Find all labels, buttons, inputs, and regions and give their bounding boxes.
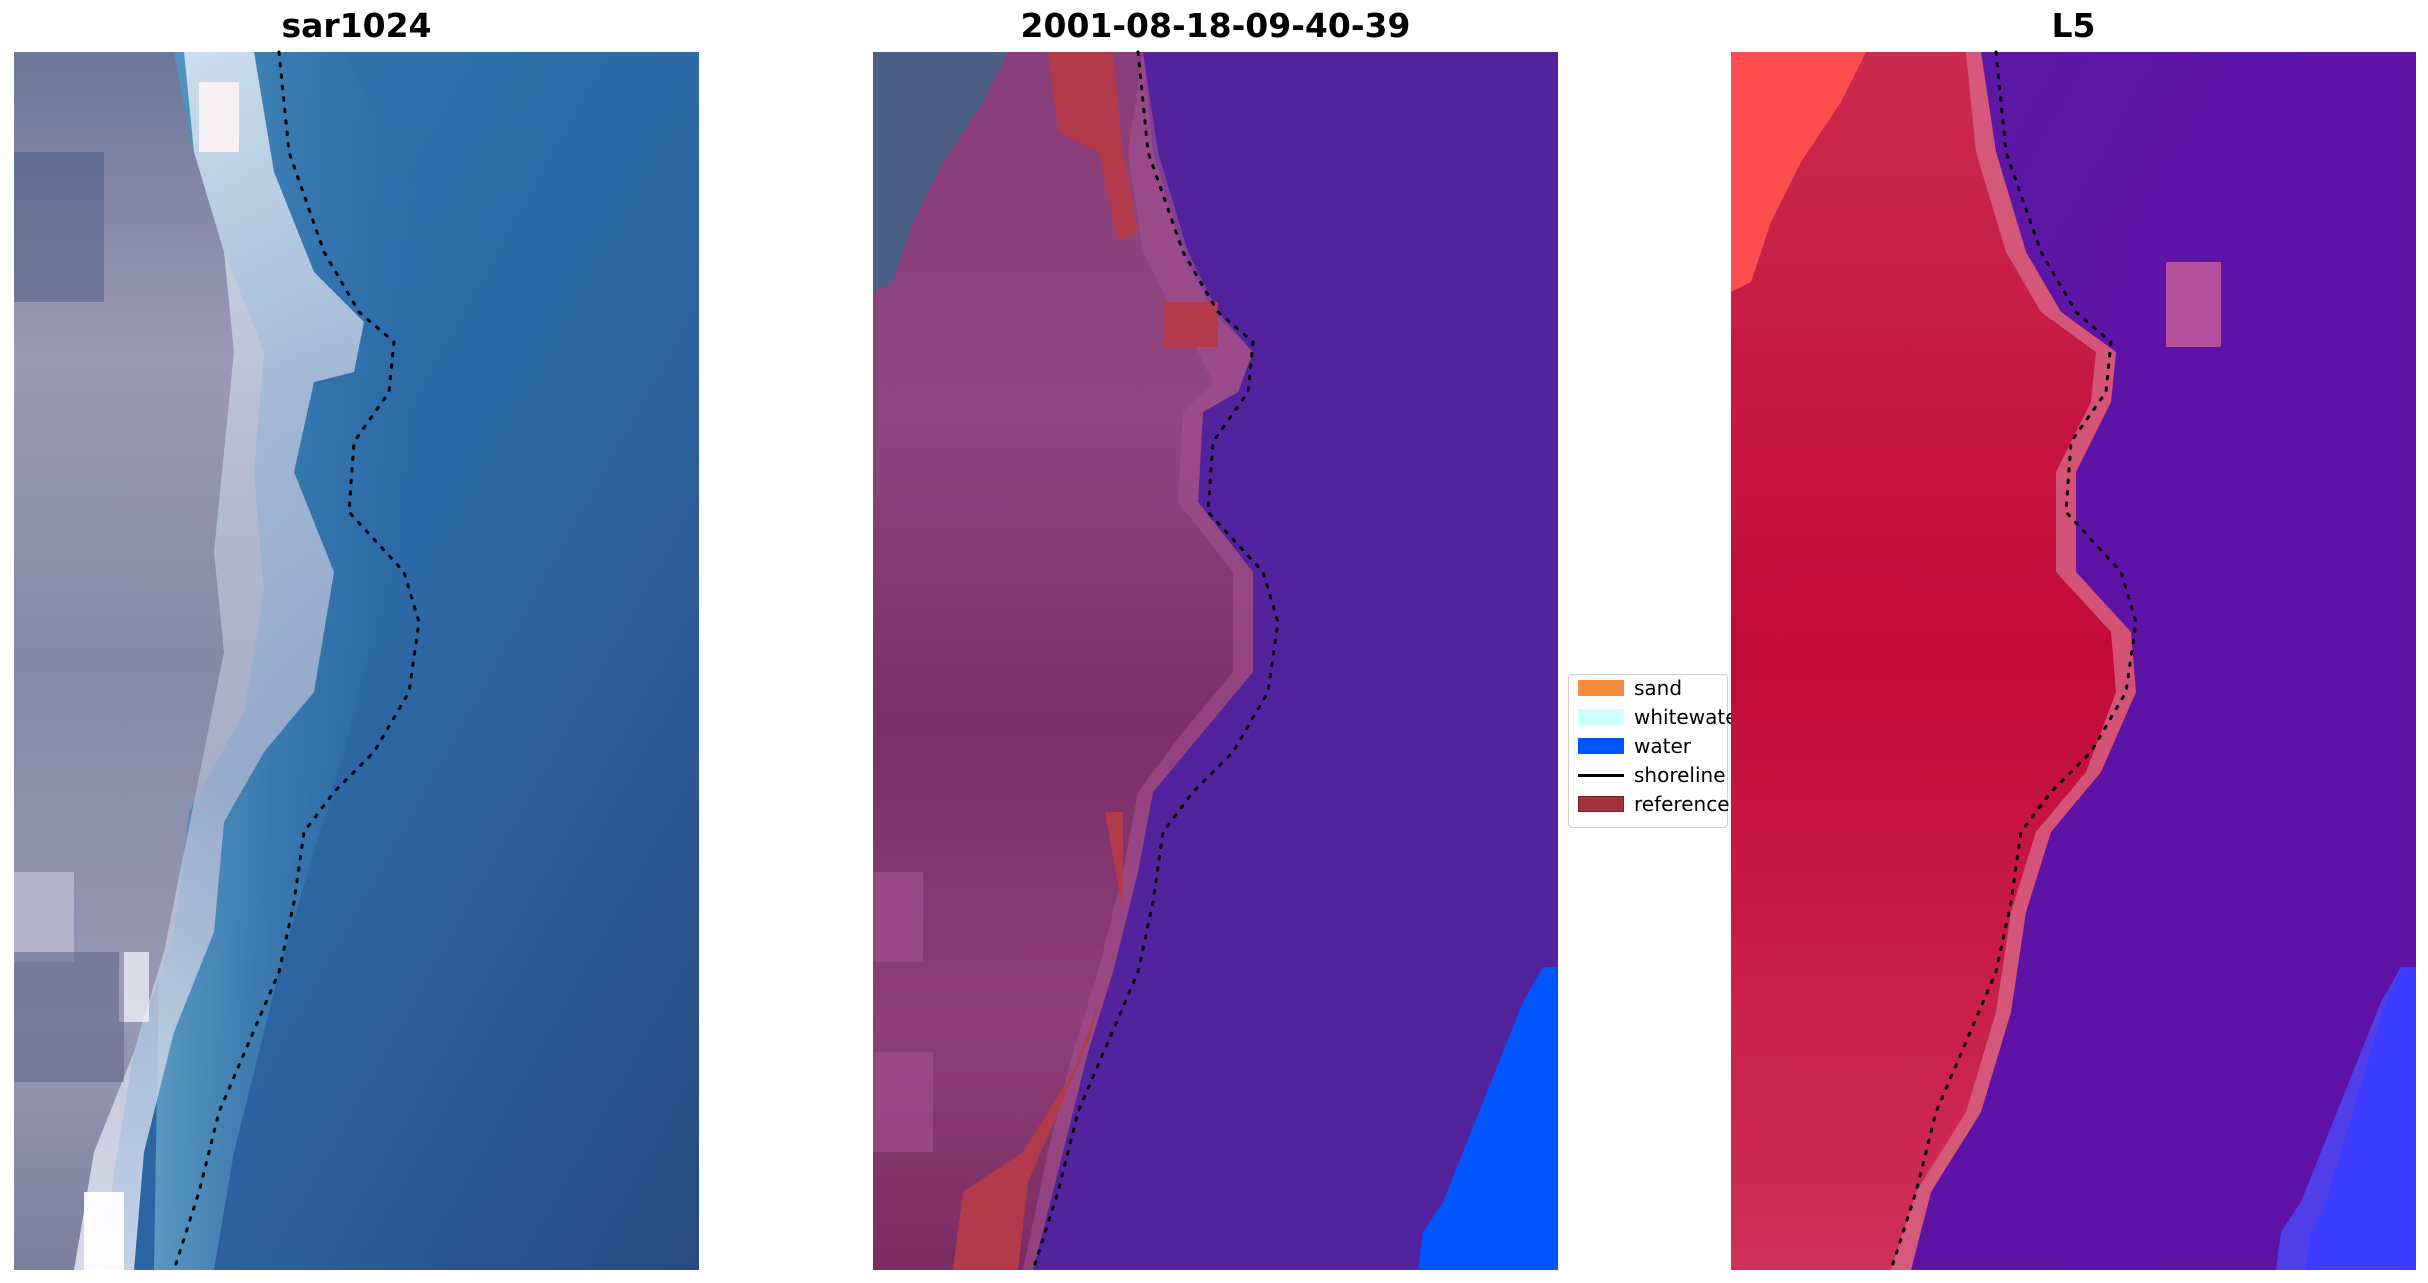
- legend-label-reference: reference: [1634, 792, 1730, 816]
- legend-label-water: water: [1634, 734, 1691, 758]
- panel-title-date: 2001-08-18-09-40-39: [1020, 6, 1411, 45]
- legend-item-shoreline: shoreline: [1569, 762, 1729, 788]
- legend-item-water: water: [1569, 733, 1729, 759]
- legend-line-shoreline: [1578, 774, 1624, 777]
- l5-image: [1731, 52, 2416, 1270]
- rgb-image-panel: [14, 52, 699, 1270]
- legend-label-shoreline: shoreline: [1634, 763, 1726, 787]
- rgb-image: [14, 52, 699, 1270]
- legend-item-whitewater: whitewater: [1569, 704, 1746, 730]
- panel-title-sar1024: sar1024: [281, 6, 432, 45]
- legend-item-reference: reference: [1569, 791, 1730, 817]
- legend-swatch-sand: [1578, 680, 1624, 696]
- legend-label-sand: sand: [1634, 676, 1683, 700]
- panel-title-l5: L5: [2051, 6, 2096, 45]
- legend-label-whitewater: whitewater: [1634, 705, 1746, 729]
- legend-item-sand: sand: [1569, 675, 1729, 701]
- l5-image-panel: [1731, 52, 2416, 1270]
- classified-image-panel: [873, 52, 1558, 1270]
- legend: sand whitewater water shoreline referenc…: [1568, 674, 1746, 828]
- legend-swatch-reference: [1578, 796, 1624, 812]
- legend-swatch-water: [1578, 738, 1624, 754]
- legend-swatch-whitewater: [1578, 709, 1624, 725]
- classified-image: [873, 52, 1558, 1270]
